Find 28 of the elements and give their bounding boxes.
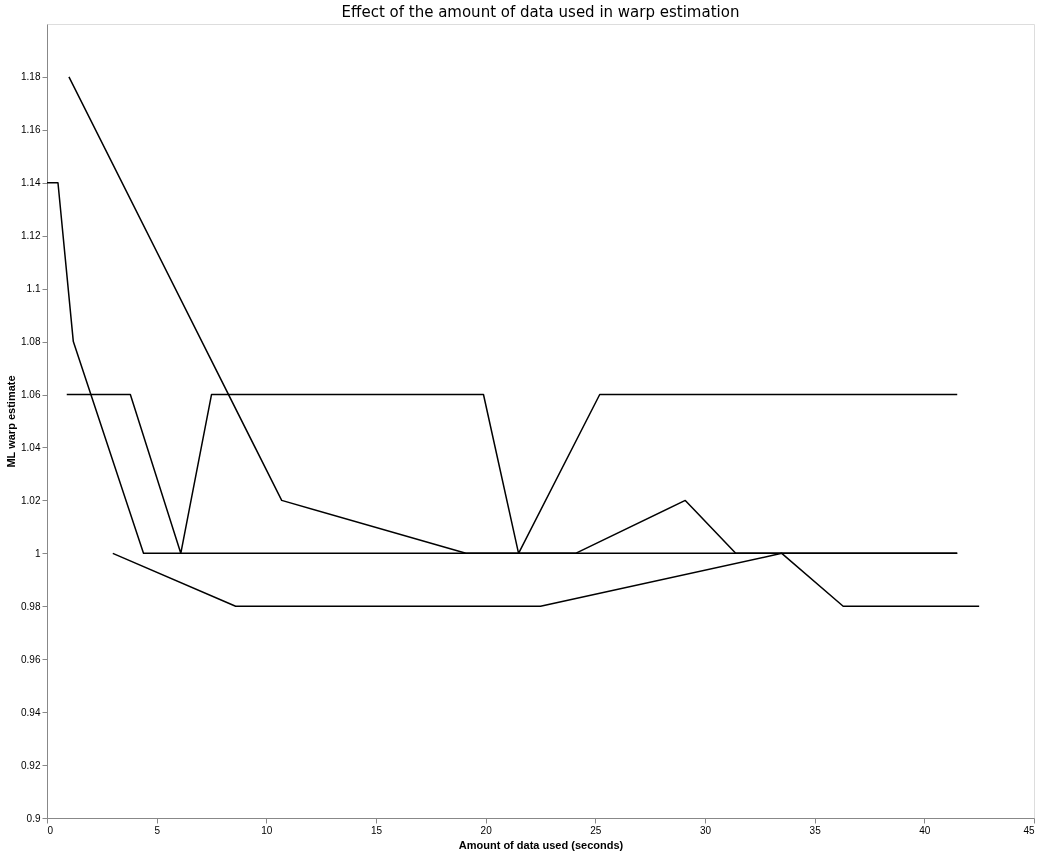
x-tick-label: 15: [370, 824, 383, 836]
x-axis-title: Amount of data used (seconds): [458, 838, 624, 851]
x-tick-label: 30: [699, 824, 712, 836]
y-tick-label: 1: [34, 547, 41, 559]
y-tick-label: 1.18: [21, 71, 41, 83]
x-tick-label: 45: [1023, 824, 1035, 836]
chart-title: Effect of the amount of data used in warp estimation: [341, 3, 740, 21]
x-tick-label: 40: [919, 824, 931, 836]
y-tick-label: 0.92: [21, 759, 41, 771]
y-tick-label: 1.04: [21, 441, 41, 453]
x-tick-label: 10: [261, 824, 273, 836]
y-tick-label: 1.16: [21, 124, 41, 136]
y-tick-label: 0.96: [21, 653, 41, 665]
y-tick-label: 1.12: [21, 230, 41, 242]
x-tick-label: 25: [590, 824, 602, 836]
y-tick-label: 1.1: [26, 283, 41, 295]
x-tick-label: 35: [809, 824, 822, 836]
y-tick-label: 1.06: [21, 389, 41, 401]
y-tick-label: 1.08: [21, 336, 41, 348]
y-tick-label: 0.9: [26, 812, 41, 824]
x-tick-label: 20: [480, 824, 493, 836]
x-tick-label: 5: [154, 824, 161, 836]
x-tick-label: 0: [47, 824, 54, 836]
y-tick-label: 1.14: [21, 177, 41, 189]
y-tick-label: 0.98: [21, 600, 41, 612]
y-tick-label: 1.02: [21, 494, 41, 506]
y-tick-label: 0.94: [21, 706, 41, 718]
y-axis-title: ML warp estimate: [5, 375, 18, 468]
